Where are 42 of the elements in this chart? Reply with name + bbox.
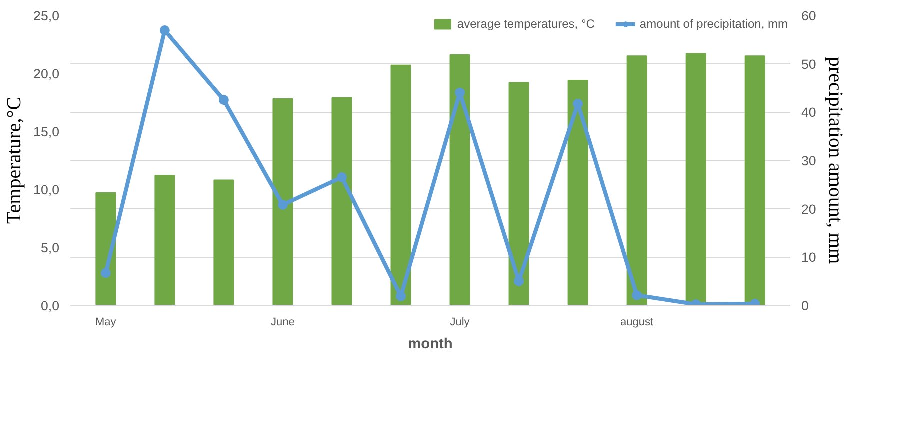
y-tick-label: 15,0 — [34, 124, 60, 140]
bar — [508, 82, 530, 306]
y-tick-label: 20,0 — [34, 66, 60, 82]
point — [100, 268, 111, 278]
bar — [214, 180, 234, 306]
bar — [450, 54, 470, 306]
x-tick-label: June — [271, 316, 295, 328]
y2-tick-label: 10 — [802, 250, 816, 266]
point — [396, 291, 406, 302]
point — [573, 98, 584, 109]
point — [632, 290, 642, 300]
y2-tick-label: 30 — [802, 154, 816, 168]
bar — [272, 98, 294, 306]
point — [160, 25, 170, 36]
y2-axis-title: precipitation amount, mm — [824, 56, 846, 265]
legend-label: amount of precipitation, mm — [640, 17, 788, 31]
y2-tick-label: 60 — [802, 8, 816, 24]
bar — [744, 56, 766, 306]
y-tick-label: 10,0 — [34, 182, 60, 198]
x-axis-title: month — [408, 336, 453, 352]
point — [455, 88, 466, 98]
y-tick-label: 5,0 — [40, 240, 60, 256]
legend-label: average temperatures, °C — [457, 17, 595, 31]
bar — [626, 56, 648, 306]
y-axis-title: Temperature,°C — [4, 96, 26, 224]
y-tick-label: 25,0 — [34, 8, 60, 24]
x-tick-label: May — [96, 316, 117, 328]
x-tick-label: august — [620, 316, 654, 328]
point — [336, 172, 347, 182]
y-tick-label: 0,0 — [40, 298, 60, 314]
y2-tick-label: 50 — [802, 56, 816, 72]
bar — [390, 64, 412, 306]
point — [514, 276, 524, 286]
bar — [332, 97, 352, 306]
bar — [154, 175, 176, 306]
y2-tick-label: 40 — [802, 105, 816, 120]
point — [278, 200, 288, 210]
y2-tick-label: 0 — [802, 298, 809, 314]
y2-tick-label: 20 — [802, 202, 816, 217]
bar — [568, 80, 588, 306]
x-tick-label: July — [450, 316, 470, 328]
point — [218, 95, 229, 106]
